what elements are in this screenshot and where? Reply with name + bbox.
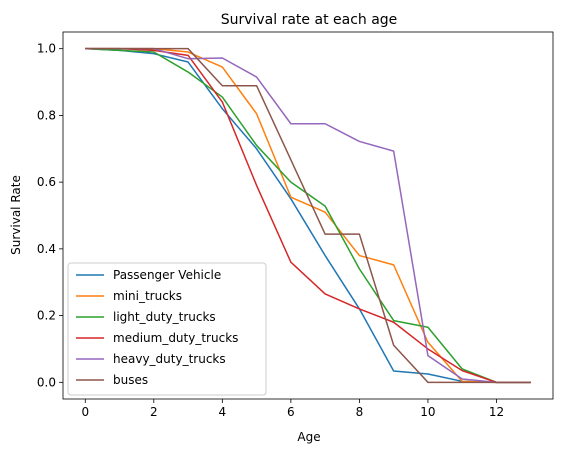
y-tick-label: 0.2 <box>37 309 56 323</box>
axis-layer: 0 2 4 6 8 10 12 0.0 0.2 0.4 0.6 0.8 1.0 <box>37 42 504 419</box>
x-axis-label: Age <box>297 430 320 444</box>
x-tick-label: 4 <box>219 405 227 419</box>
y-tick-label: 0.8 <box>37 108 56 122</box>
legend-entry: Passenger Vehicle <box>113 268 221 282</box>
series-line-medium-duty-trucks <box>85 47 531 384</box>
x-tick-label: 6 <box>287 405 295 419</box>
y-tick-label: 0.4 <box>37 242 56 256</box>
legend-entry: buses <box>113 373 148 387</box>
series-line-light-duty-trucks <box>85 47 531 384</box>
legend-entry: heavy_duty_trucks <box>113 352 226 366</box>
plot-area <box>62 31 554 400</box>
legend: Passenger Vehicle mini_trucks light_duty_t… <box>67 262 267 396</box>
y-tick-label: 1.0 <box>37 42 56 56</box>
series-line-heavy-duty-trucks <box>85 47 531 384</box>
series-line-buses <box>85 47 531 384</box>
legend-box <box>67 262 267 396</box>
y-tick-label: 0.6 <box>37 175 56 189</box>
series-layer <box>85 47 531 384</box>
x-tick-label: 0 <box>81 405 89 419</box>
chart-title: Survival rate at each age <box>221 12 398 28</box>
legend-entry: light_duty_trucks <box>113 310 216 324</box>
legend-entry: medium_duty_trucks <box>113 331 238 345</box>
x-tick-label: 8 <box>356 405 364 419</box>
x-tick-label: 2 <box>150 405 158 419</box>
x-tick-label: 12 <box>489 405 504 419</box>
x-tick-label: 10 <box>420 405 435 419</box>
y-tick-label: 0.0 <box>37 375 56 389</box>
y-axis-label: Survival Rate <box>9 175 23 255</box>
legend-entry: mini_trucks <box>113 289 182 303</box>
